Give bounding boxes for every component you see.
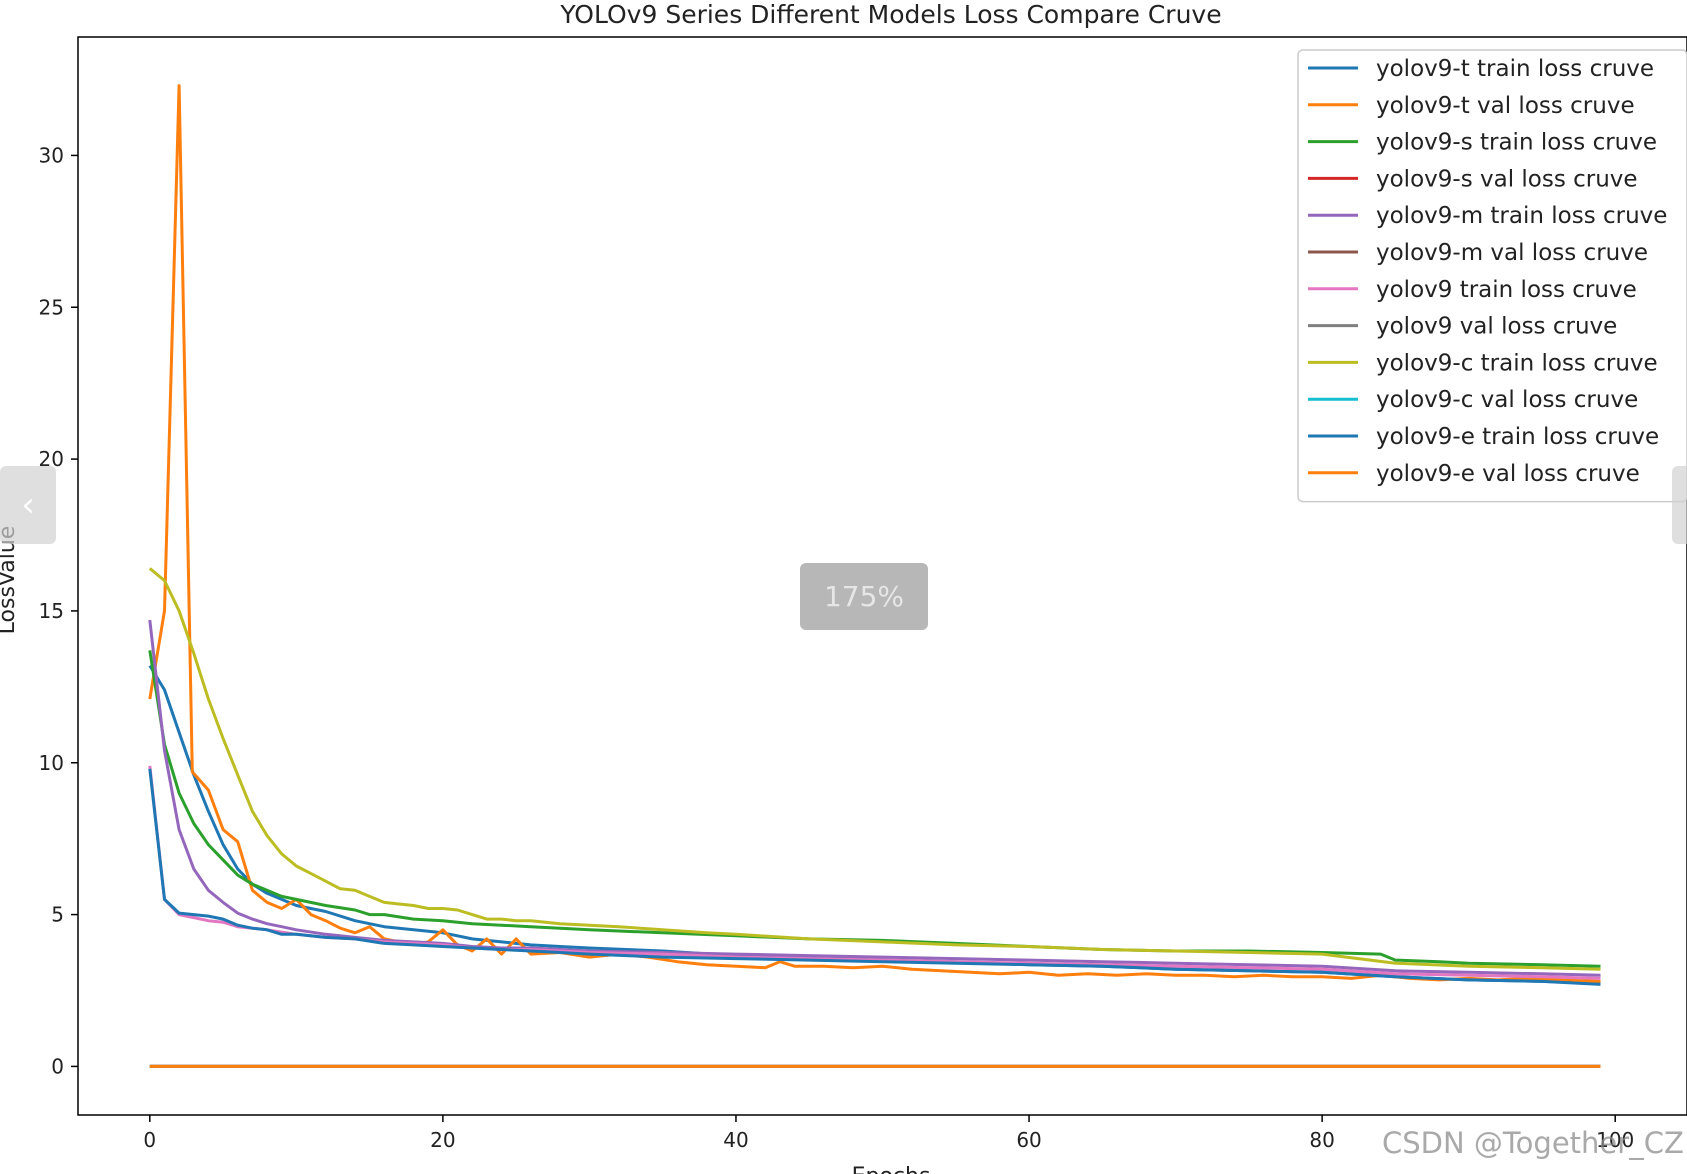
- y-tick-label: 25: [39, 295, 64, 319]
- x-tick-label: 80: [1309, 1128, 1334, 1152]
- legend-entry: yolov9-s train loss cruve: [1376, 130, 1657, 156]
- legend-entry: yolov9 train loss cruve: [1376, 277, 1637, 303]
- x-tick-label: 40: [723, 1128, 748, 1152]
- y-tick-label: 15: [39, 599, 64, 623]
- y-tick-label: 10: [39, 751, 64, 775]
- series-line-1: [148, 664, 1601, 985]
- legend-entry: yolov9-m val loss cruve: [1376, 240, 1648, 266]
- watermark: CSDN @Together_CZ: [1382, 1126, 1684, 1160]
- series-line-7: [148, 765, 1601, 980]
- legend-entry: yolov9-t val loss cruve: [1376, 93, 1635, 119]
- y-tick-label: 5: [51, 903, 64, 927]
- series-line-3: [148, 650, 1601, 968]
- x-tick-label: 60: [1016, 1128, 1041, 1152]
- zoom-level-badge: 175%: [800, 563, 928, 630]
- legend: yolov9-t train loss cruve yolov9-t val lo…: [1297, 49, 1687, 503]
- y-axis-label: LossValue: [0, 526, 20, 635]
- y-tick-label: 0: [51, 1054, 64, 1078]
- legend-entry: yolov9 val loss cruve: [1376, 314, 1617, 340]
- chevron-right-icon[interactable]: [1672, 466, 1687, 544]
- legend-entry: yolov9-e train loss cruve: [1376, 424, 1659, 450]
- legend-box: [1297, 49, 1687, 503]
- axes-frame: [77, 36, 1687, 1116]
- legend-entry: yolov9-t train loss cruve: [1376, 56, 1654, 82]
- chart-title: YOLOv9 Series Different Models Loss Comp…: [559, 0, 1221, 29]
- chevron-left-icon[interactable]: ‹: [0, 466, 56, 544]
- x-tick-label: 0: [143, 1128, 156, 1152]
- y-tick-label: 30: [39, 143, 64, 167]
- legend-entry: yolov9-c train loss cruve: [1376, 350, 1658, 376]
- legend-entry: yolov9-e val loss cruve: [1376, 461, 1640, 487]
- series-line-2: [148, 84, 1601, 983]
- x-tick-label: 20: [430, 1128, 455, 1152]
- plot-area: [148, 84, 1601, 1068]
- x-tick-label: 100: [1596, 1128, 1634, 1152]
- series-line-9: [148, 567, 1601, 971]
- legend-entry: yolov9-s val loss cruve: [1376, 166, 1638, 192]
- legend-entry: yolov9-m train loss cruve: [1376, 203, 1667, 229]
- x-axis-label: Epochs: [852, 1164, 931, 1174]
- legend-entry: yolov9-c val loss cruve: [1376, 387, 1638, 413]
- series-line-11: [148, 768, 1601, 986]
